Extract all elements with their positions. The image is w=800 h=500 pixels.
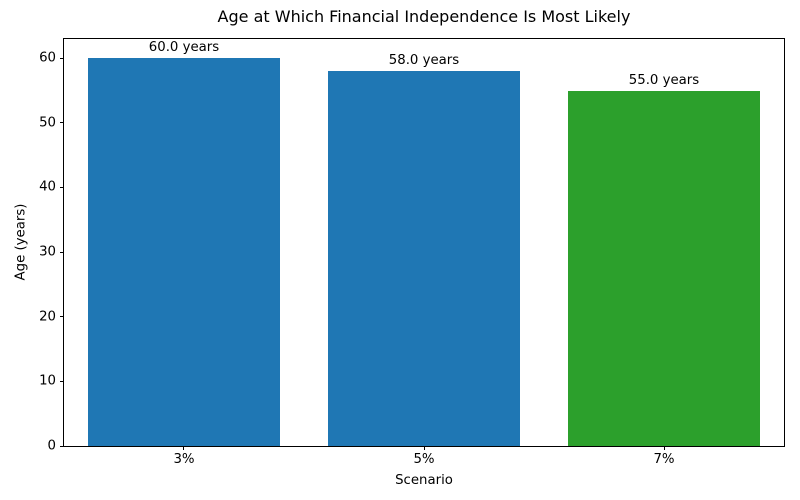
y-tick — [60, 445, 64, 447]
bar-value-label: 58.0 years — [388, 53, 460, 69]
x-tick-label: 7% — [653, 452, 675, 467]
y-tick — [60, 380, 64, 382]
y-tick-label: 60 — [39, 50, 56, 66]
y-tick-label: 20 — [39, 309, 56, 325]
y-tick — [60, 187, 64, 189]
bar-7% — [568, 90, 760, 446]
y-tick-label: 50 — [39, 115, 56, 131]
x-tick — [663, 446, 665, 450]
x-tick-label: 5% — [413, 452, 435, 467]
y-axis-label: Age (years) — [13, 203, 29, 281]
y-tick-label: 0 — [47, 438, 56, 454]
bar-value-label: 55.0 years — [628, 72, 700, 88]
x-tick — [423, 446, 425, 450]
x-tick-label: 3% — [173, 452, 195, 467]
y-tick-label: 40 — [39, 179, 56, 195]
y-tick-label: 10 — [39, 373, 56, 389]
y-tick-label: 30 — [39, 244, 56, 260]
x-axis-label: Scenario — [395, 473, 453, 488]
bar-value-label: 60.0 years — [148, 40, 220, 56]
plot-area: 0 10 20 30 40 50 60 60.0 years 3% 58.0 years 5% 55.… — [39, 38, 785, 466]
y-tick — [60, 316, 64, 318]
bar-5% — [328, 71, 520, 446]
x-tick — [183, 446, 185, 450]
chart-title: Age at Which Financial Independence Is M… — [217, 7, 631, 26]
y-tick — [60, 251, 64, 253]
bar-3% — [88, 58, 280, 446]
y-tick — [60, 57, 64, 59]
y-tick — [60, 122, 64, 124]
